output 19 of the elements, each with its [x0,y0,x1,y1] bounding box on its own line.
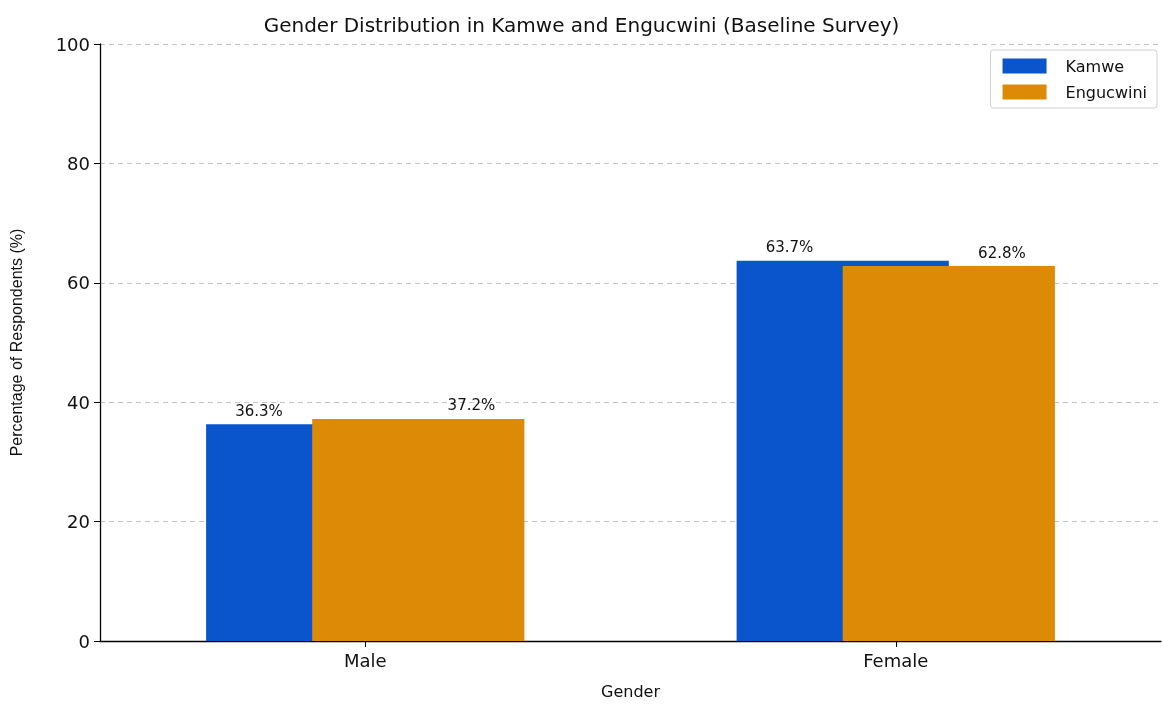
bar [842,266,1055,641]
y-tick-label: 40 [67,391,90,413]
data-label: 63.7% [765,238,814,257]
bar [312,418,525,641]
y-axis-title: Percentage of Respondents (%) [7,228,25,457]
y-tick-label: 80 [67,152,90,174]
y-tick-label: 0 [78,630,90,652]
data-label: 37.2% [447,396,496,415]
x-axis-title: Gender [601,681,661,701]
chart-title: Gender Distribution in Kamwe and Engucwini (Baseline Survey) [263,13,900,37]
y-tick-label: 60 [67,272,90,294]
data-label: 62.8% [978,243,1026,262]
y-tick-label: 100 [55,33,90,55]
x-tick-label: Female [863,649,929,671]
legend-label: Kamwe [1065,56,1125,76]
data-label: 36.3% [235,401,283,420]
x-tick-label: Male [343,649,387,671]
legend-label: Engucwini [1065,82,1148,102]
y-tick-label: 20 [67,511,90,533]
